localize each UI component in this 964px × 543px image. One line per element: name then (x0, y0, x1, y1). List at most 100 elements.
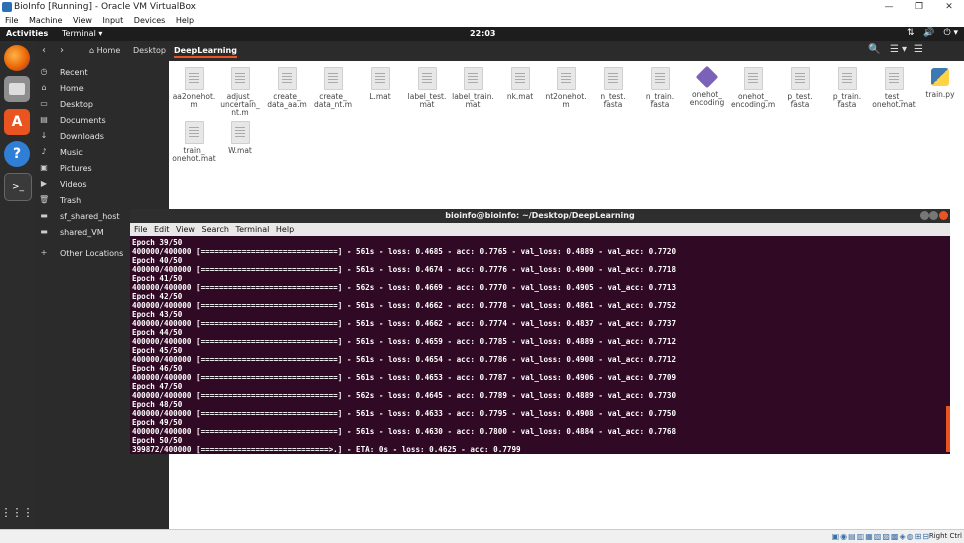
minimize-button[interactable]: — (884, 2, 894, 12)
file-item[interactable]: train.py (918, 67, 962, 99)
menu-file[interactable]: File (5, 16, 19, 25)
menu-help[interactable]: Help (175, 16, 195, 25)
file-item[interactable]: nt2onehot. m (544, 67, 588, 109)
sidebar-item-desktop[interactable]: ▭ Desktop (34, 97, 169, 113)
python-file-icon (931, 68, 949, 86)
file-item[interactable]: adjust_ uncertain_ nt.m (218, 67, 262, 117)
terminal-titlebar: bioinfo@bioinfo: ~/Desktop/DeepLearning (130, 209, 950, 223)
menu-icon[interactable]: ☰ (914, 44, 923, 55)
terminal-output[interactable]: Epoch 39/50 400000/400000 [==============… (130, 236, 950, 454)
terminal-line: Epoch 50/50 (132, 436, 183, 445)
software-icon[interactable]: A (4, 109, 30, 135)
terminal-menu-edit[interactable]: Edit (153, 225, 170, 234)
help-icon[interactable]: ? (4, 141, 30, 167)
terminal-menu-search[interactable]: Search (201, 225, 229, 234)
sidebar-item-trash[interactable]: 🗑 Trash (34, 193, 169, 209)
vbox-device-icons[interactable]: ▣◉▤▥▦▧▨▩◈◍⊞⊟ (831, 532, 930, 541)
activities-button[interactable]: Activities (6, 29, 49, 38)
terminal-line: Epoch 47/50 (132, 382, 183, 391)
terminal-menu-terminal[interactable]: Terminal (235, 225, 270, 234)
app-menu-terminal[interactable]: Terminal ▾ (62, 29, 103, 38)
sidebar-item-videos[interactable]: ▶ Videos (34, 177, 169, 193)
documents-icon: ▤ (40, 115, 48, 124)
view-options-icon[interactable]: ▾ (902, 44, 908, 55)
sidebar-item-downloads[interactable]: ↓ Downloads (34, 129, 169, 145)
terminal-menu-file[interactable]: File (134, 225, 148, 234)
menu-view[interactable]: View (72, 16, 92, 25)
terminal-maximize-icon[interactable] (929, 211, 938, 220)
restore-button[interactable]: ❐ (914, 2, 924, 12)
firefox-icon[interactable] (4, 45, 30, 71)
clock[interactable]: 22:03 (470, 29, 496, 38)
file-name: aa2onehot. m (172, 92, 216, 109)
document-file-icon (184, 121, 204, 144)
sidebar-item-sf-shared-host[interactable]: ▬ sf_shared_host (34, 209, 169, 225)
music-icon: ♪ (41, 147, 47, 156)
file-item[interactable]: n_test. fasta (591, 67, 635, 109)
terminal-line: 399872/400000 [=========================… (132, 445, 521, 454)
file-item[interactable]: n_train. fasta (638, 67, 682, 109)
menu-devices[interactable]: Devices (133, 16, 166, 25)
file-item[interactable]: label_train. mat (451, 67, 495, 109)
terminal-line: 400000/400000 [=========================… (132, 391, 677, 400)
file-name: p_test. fasta (787, 92, 813, 109)
terminal-menu-help[interactable]: Help (275, 225, 295, 234)
terminal-line: Epoch 48/50 (132, 400, 183, 409)
file-name: onehot_ encoding (689, 90, 725, 107)
system-tray[interactable]: ⇅ 🔊 ⏻ ▾ (901, 28, 958, 38)
terminal-minimize-icon[interactable] (920, 211, 929, 220)
show-apps-icon[interactable]: ⋮⋮⋮ (0, 505, 34, 519)
file-item[interactable]: W.mat (218, 121, 262, 155)
sidebar-item-recent[interactable]: ◷ Recent (34, 65, 169, 81)
back-button[interactable]: ‹ (42, 45, 46, 56)
breadcrumb-home[interactable]: ⌂ Home (89, 46, 121, 55)
file-name: n_test. fasta (600, 92, 626, 109)
terminal-menu-view[interactable]: View (175, 225, 195, 234)
sidebar-item-label: Music (60, 148, 83, 157)
sidebar-item-label: sf_shared_host (60, 212, 120, 221)
document-file-icon (277, 67, 297, 90)
file-item[interactable]: onehot_ encoding.m (731, 67, 775, 109)
videos-icon: ▶ (40, 179, 48, 188)
breadcrumb-desktop[interactable]: Desktop (133, 46, 166, 55)
terminal-icon[interactable]: >_ (4, 173, 32, 201)
menu-input[interactable]: Input (102, 16, 124, 25)
sidebar-item-other-locations[interactable]: + Other Locations (34, 246, 169, 262)
file-item[interactable]: train_ onehot.mat (172, 121, 216, 163)
file-item[interactable]: create_ data_aa.m (265, 67, 309, 109)
file-item[interactable]: nk.mat (498, 67, 542, 101)
close-button[interactable]: ✕ (945, 2, 953, 12)
file-item[interactable]: label_test. mat (405, 67, 449, 109)
document-file-icon (556, 67, 576, 90)
sidebar-item-music[interactable]: ♪ Music (34, 145, 169, 161)
sidebar-item-label: Home (60, 84, 84, 93)
terminal-line: Epoch 40/50 (132, 256, 183, 265)
breadcrumb-home-label: Home (96, 46, 121, 55)
sidebar-item-home[interactable]: ⌂ Home (34, 81, 169, 97)
breadcrumb-deeplearning[interactable]: DeepLearning (174, 46, 237, 58)
sidebar-item-shared-vm[interactable]: ▬ shared_VM (34, 225, 169, 241)
menu-machine[interactable]: Machine (28, 16, 63, 25)
file-item[interactable]: p_train. fasta (825, 67, 869, 109)
sidebar-item-label: shared_VM (60, 228, 104, 237)
terminal-line: Epoch 39/50 (132, 238, 183, 247)
terminal-close-icon[interactable] (939, 211, 948, 220)
file-item[interactable]: create_ data_nt.m (311, 67, 355, 109)
search-icon[interactable]: 🔍 (868, 44, 881, 55)
files-icon[interactable] (4, 76, 30, 102)
terminal-scrollbar[interactable] (946, 406, 950, 452)
forward-button[interactable]: › (60, 45, 64, 56)
file-item[interactable]: onehot_ encoding (685, 65, 729, 107)
home-icon: ⌂ (41, 83, 47, 92)
list-view-icon[interactable]: ☰ (890, 44, 899, 55)
sidebar-item-pictures[interactable]: ▣ Pictures (34, 161, 169, 177)
file-item[interactable]: p_test. fasta (778, 67, 822, 109)
document-file-icon (743, 67, 763, 90)
sidebar-item-documents[interactable]: ▤ Documents (34, 113, 169, 129)
file-item[interactable]: aa2onehot. m (172, 67, 216, 109)
terminal-line: 400000/400000 [=========================… (132, 247, 677, 256)
file-name: nt2onehot. m (545, 92, 587, 109)
file-item[interactable]: test_ onehot.mat (872, 67, 916, 109)
host-key-label: Right Ctrl (928, 532, 962, 540)
file-item[interactable]: L.mat (358, 67, 402, 101)
